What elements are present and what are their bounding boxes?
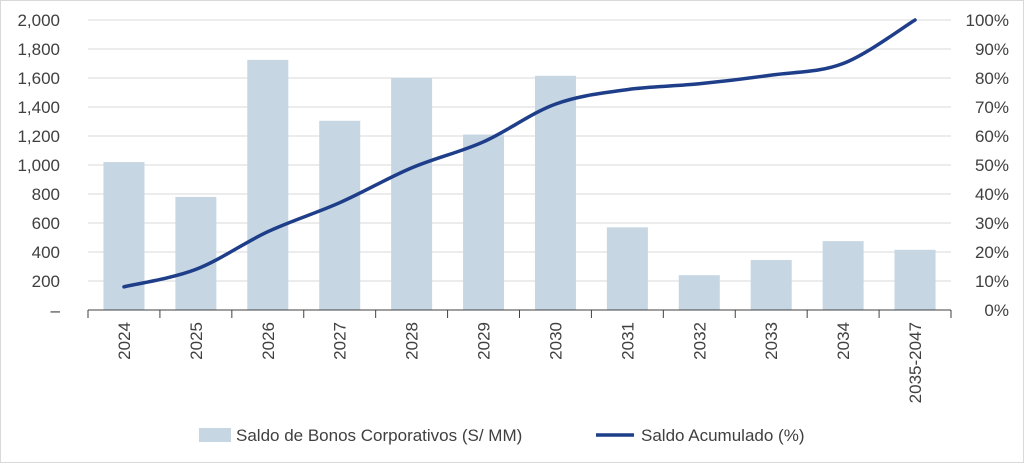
bar <box>750 259 792 310</box>
legend-bar-label: Saldo de Bonos Corporativos (S/ MM) <box>236 426 522 445</box>
y-right-tick-label: 90% <box>975 40 1009 59</box>
bar <box>319 120 361 311</box>
x-tick-label: 2026 <box>259 322 278 360</box>
bar <box>391 78 433 310</box>
y-right-tick-label: 50% <box>975 156 1009 175</box>
legend: Saldo de Bonos Corporativos (S/ MM) Sald… <box>199 426 804 445</box>
y-right-tick-label: 0% <box>984 301 1009 320</box>
line-series <box>122 18 917 289</box>
bar <box>247 59 289 310</box>
y-left-tick-label: 1,800 <box>17 40 60 59</box>
gridlines <box>88 19 951 282</box>
y-left-tick-label: 1,200 <box>17 127 60 146</box>
x-tick-label: 2031 <box>618 322 637 360</box>
y-right-tick-label: 80% <box>975 69 1009 88</box>
y-left-tick-label: 1,400 <box>17 98 60 117</box>
x-tick-label: 2024 <box>115 322 134 360</box>
y-right-tick-label: 70% <box>975 98 1009 117</box>
x-axis <box>87 309 952 318</box>
bar <box>678 275 720 310</box>
legend-line-label: Saldo Acumulado (%) <box>641 426 804 445</box>
y-axis-left: – 200 400 600 800 1,000 1,200 1,400 1,600 1,800 2,… <box>17 11 60 320</box>
x-axis-labels: 2024 2025 2026 2027 2028 2029 2030 2031 2032 2033… <box>115 322 925 403</box>
x-tick-label: 2032 <box>690 322 709 360</box>
y-right-tick-label: 60% <box>975 127 1009 146</box>
y-axis-right: 0% 10% 20% 30% 40% 50% 60% 70% 80% 90% 100% <box>966 11 1009 320</box>
x-tick-label: 2033 <box>762 322 781 360</box>
y-right-tick-label: 20% <box>975 243 1009 262</box>
y-left-tick-label: 2,000 <box>17 11 60 30</box>
bar <box>822 241 864 310</box>
x-tick-label: 2034 <box>834 322 853 360</box>
x-tick-label: 2027 <box>331 322 350 360</box>
y-left-tick-label: 1,000 <box>17 156 60 175</box>
x-tick-label: 2035-2047 <box>906 322 925 403</box>
y-left-tick-label: 400 <box>32 243 60 262</box>
y-right-tick-label: 100% <box>966 11 1009 30</box>
x-tick-label: 2028 <box>403 322 422 360</box>
legend-bar-swatch <box>199 428 231 442</box>
y-left-tick-label: 200 <box>32 272 60 291</box>
bar-series <box>103 59 936 311</box>
bar <box>606 227 648 310</box>
y-left-tick-label: 1,600 <box>17 69 60 88</box>
x-tick-label: 2025 <box>187 322 206 360</box>
y-right-tick-label: 40% <box>975 185 1009 204</box>
y-right-tick-label: 30% <box>975 214 1009 233</box>
x-tick-label: 2030 <box>546 322 565 360</box>
bar <box>175 196 217 310</box>
bar <box>463 134 505 310</box>
y-right-tick-label: 10% <box>975 272 1009 291</box>
y-left-tick-label: – <box>51 301 61 320</box>
x-tick-label: 2029 <box>475 322 494 360</box>
bar <box>894 249 936 310</box>
y-left-tick-label: 800 <box>32 185 60 204</box>
line-series-path <box>122 18 917 289</box>
y-left-tick-label: 600 <box>32 214 60 233</box>
bar <box>534 75 576 310</box>
